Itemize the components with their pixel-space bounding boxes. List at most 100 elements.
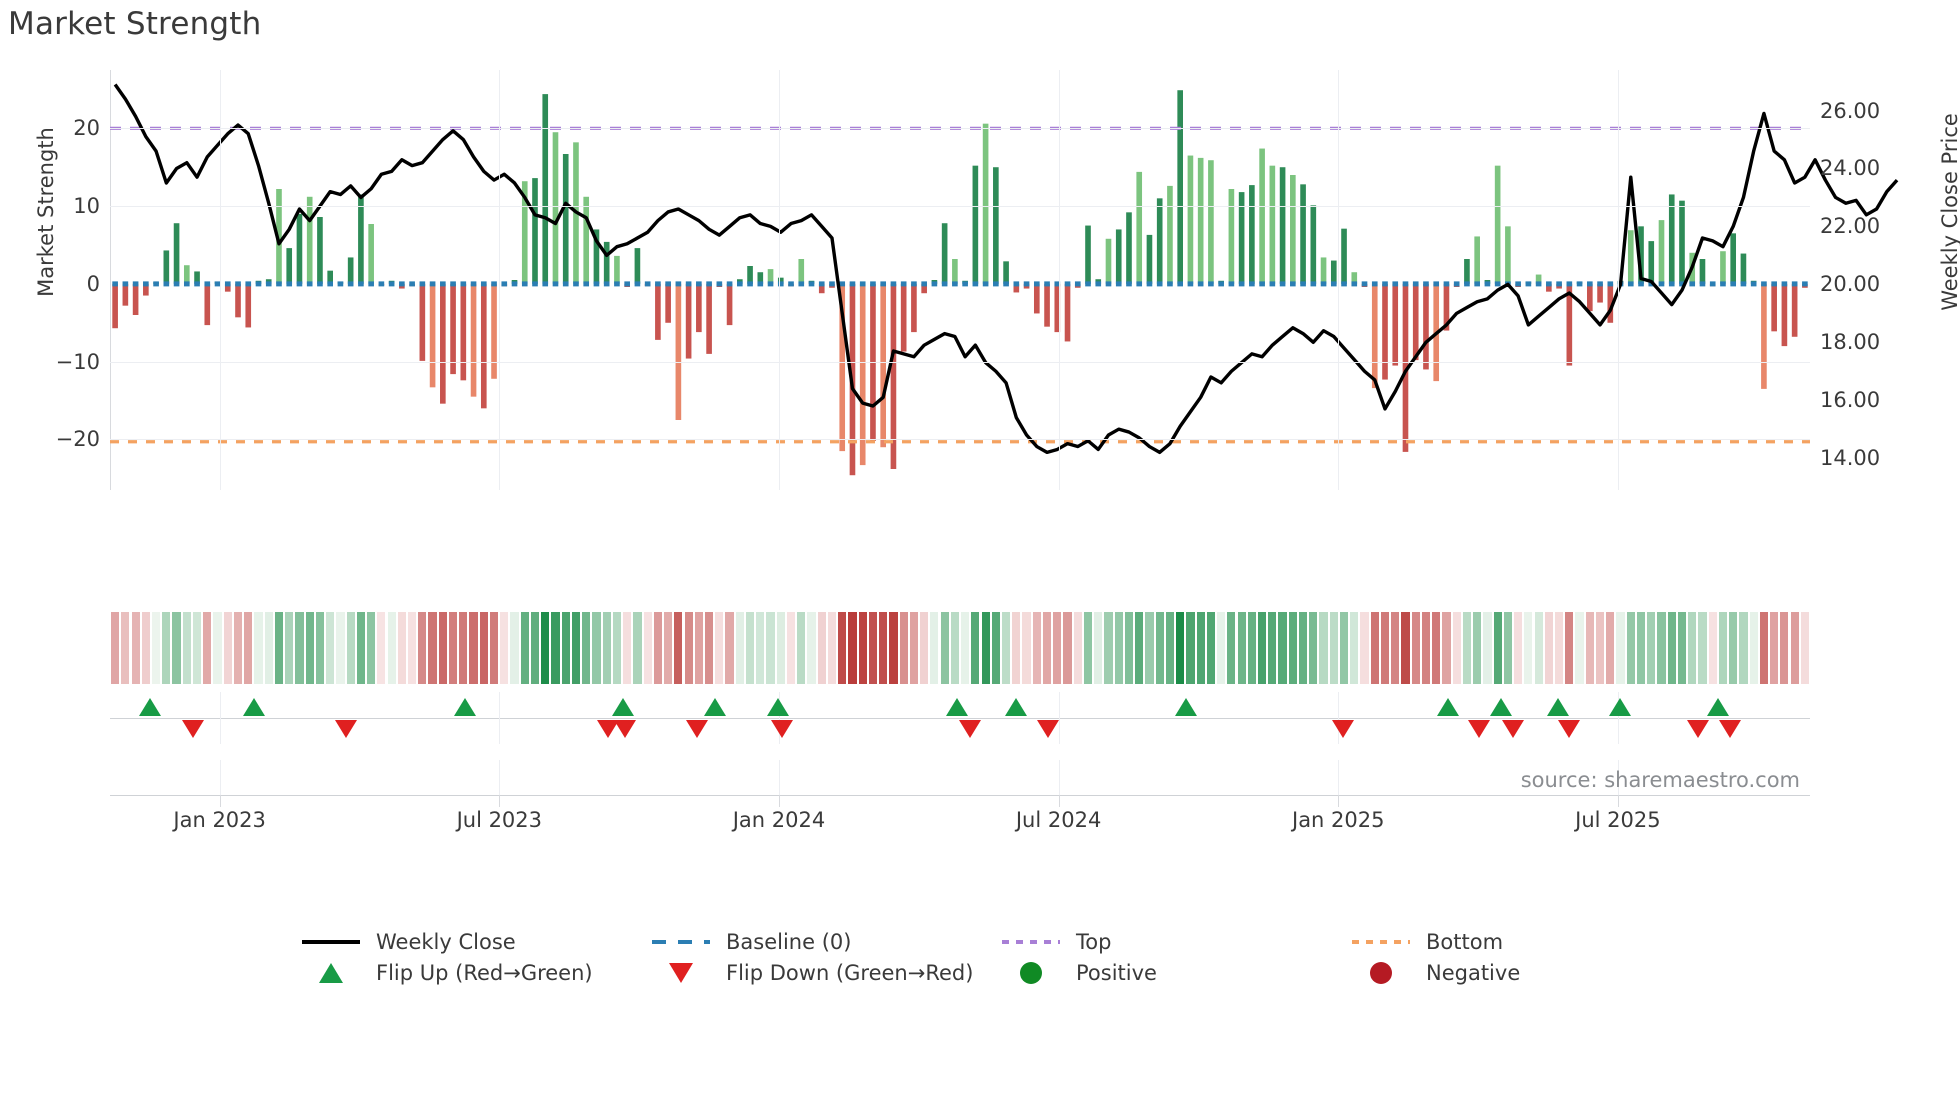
x-gridline (1617, 692, 1619, 744)
strength-bar (603, 241, 610, 284)
flip-down-marker[interactable] (770, 720, 793, 738)
strength-bar (1740, 253, 1747, 284)
y-tick-label-right: 22.00 (1820, 214, 1881, 239)
flip-down-marker[interactable] (335, 720, 358, 738)
baseline-segment (1587, 281, 1593, 287)
baseline-segment (1290, 281, 1296, 287)
flip-down-marker[interactable] (614, 720, 637, 738)
heatmap-band (1135, 612, 1144, 684)
flip-up-marker[interactable] (1489, 698, 1512, 716)
baseline-segment (614, 281, 620, 287)
legend-item[interactable]: Positive (1000, 961, 1157, 985)
baseline-segment (1187, 281, 1194, 287)
strength-bar (757, 272, 764, 284)
flip-down-marker[interactable] (1331, 720, 1354, 738)
legend-item[interactable]: Flip Up (Red→Green) (300, 961, 593, 985)
legend-item[interactable]: Bottom (1350, 930, 1503, 954)
heatmap-band (489, 612, 499, 684)
baseline-segment (962, 281, 968, 287)
flip-down-marker[interactable] (959, 720, 982, 738)
strength-bar (1341, 228, 1347, 284)
flip-up-marker[interactable] (1005, 698, 1028, 716)
flip-up-marker[interactable] (612, 698, 635, 716)
baseline-segment (777, 281, 784, 287)
heatmap-band (1606, 612, 1615, 684)
strength-bar (593, 229, 600, 284)
baseline-segment (1740, 281, 1747, 287)
baseline-segment (1064, 281, 1071, 287)
flip-up-marker[interactable] (704, 698, 727, 716)
heatmap-band (1391, 612, 1400, 684)
heatmap-band (305, 612, 314, 684)
baseline-segment (501, 281, 508, 287)
baseline-segment (1761, 281, 1767, 287)
flip-down-marker[interactable] (1467, 720, 1490, 738)
x-tick-label: Jul 2025 (1575, 808, 1661, 832)
baseline-segment (204, 281, 211, 287)
strength-bar (952, 259, 958, 284)
flip-up-marker[interactable] (1707, 698, 1730, 716)
strength-bar (1269, 165, 1276, 284)
legend-item[interactable]: Weekly Close (300, 930, 516, 954)
flip-up-marker[interactable] (1608, 698, 1631, 716)
strength-bar (921, 283, 927, 294)
baseline-segment (1730, 281, 1737, 287)
flip-down-marker[interactable] (1719, 720, 1742, 738)
strength-bar (1033, 283, 1040, 314)
flip-up-marker[interactable] (945, 698, 968, 716)
heatmap-band (981, 612, 990, 684)
strength-bar (480, 283, 487, 409)
flip-down-marker[interactable] (1686, 720, 1709, 738)
flip-up-marker[interactable] (242, 698, 265, 716)
heatmap-band (356, 612, 365, 684)
flip-down-marker[interactable] (1037, 720, 1060, 738)
strength-bar (1146, 234, 1153, 284)
baseline-segment (194, 281, 200, 287)
flip-up-marker[interactable] (767, 698, 790, 716)
strength-bar (655, 283, 661, 340)
heatmap-band (807, 612, 816, 684)
flip-down-marker[interactable] (597, 720, 620, 738)
baseline-segment (808, 281, 815, 287)
heatmap-band (162, 612, 171, 684)
baseline-segment (1791, 281, 1798, 287)
flip-up-marker[interactable] (454, 698, 477, 716)
baseline-segment (1443, 281, 1450, 287)
heatmap-band (664, 612, 673, 684)
baseline-segment (1269, 281, 1276, 287)
legend-item[interactable]: Negative (1350, 961, 1520, 985)
flip-up-marker[interactable] (138, 698, 161, 716)
flip-up-marker[interactable] (1436, 698, 1459, 716)
heatmap-band (1595, 612, 1605, 684)
flip-down-marker[interactable] (182, 720, 205, 738)
flip-down-marker[interactable] (1557, 720, 1580, 738)
strength-bar (470, 283, 477, 397)
flip-down-marker[interactable] (685, 720, 708, 738)
flip-up-marker[interactable] (1547, 698, 1570, 716)
strength-bar (634, 248, 641, 284)
legend-item[interactable]: Top (1000, 930, 1111, 954)
heatmap-band (1780, 612, 1789, 684)
heatmap-band (141, 612, 150, 684)
heatmap-band (1145, 612, 1154, 684)
baseline-segment (1013, 281, 1020, 287)
heatmap-band (623, 612, 632, 684)
heatmap-band (1001, 612, 1011, 684)
heatmap-band (1534, 612, 1543, 684)
strength-bar (1136, 171, 1143, 284)
strength-bar (1791, 283, 1798, 337)
strength-bar (1607, 283, 1614, 323)
strength-bar (982, 123, 989, 284)
strength-bar (1064, 283, 1071, 342)
strength-bar (1412, 283, 1419, 361)
baseline-segment (706, 281, 712, 287)
legend-item[interactable]: Flip Down (Green→Red) (650, 961, 973, 985)
strength-bar (675, 283, 682, 420)
x-tick-label: Jul 2024 (1015, 808, 1102, 832)
legend-item[interactable]: Baseline (0) (650, 930, 851, 954)
strength-bar (419, 283, 426, 361)
flip-up-marker[interactable] (1175, 698, 1198, 716)
gridline (110, 439, 1810, 441)
flip-down-marker[interactable] (1501, 720, 1524, 738)
strength-bar (1505, 226, 1511, 284)
